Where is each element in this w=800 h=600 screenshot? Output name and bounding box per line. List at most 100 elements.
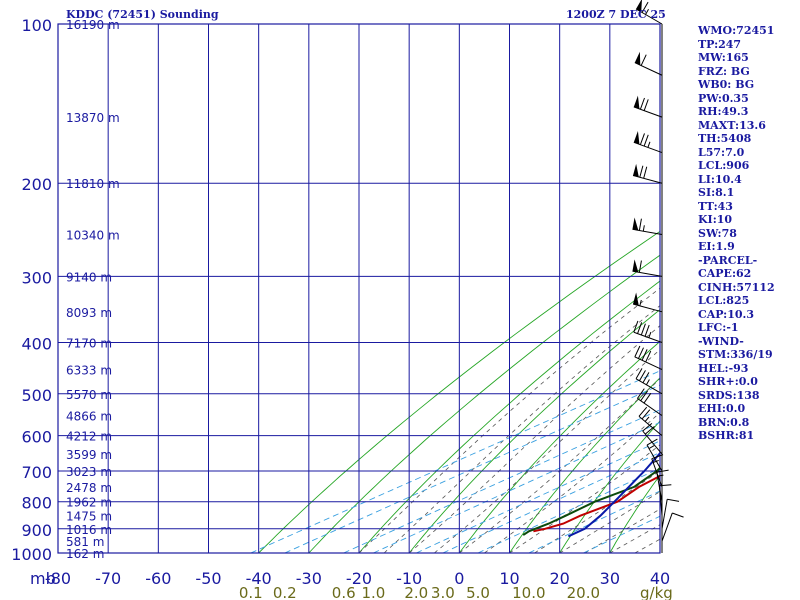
height-label: 10340 m [66, 229, 120, 243]
dewpoint-profile [522, 466, 660, 536]
index-item: LI:10.4 [698, 172, 742, 186]
wind-barb-flag [638, 406, 648, 417]
wind-barb-flag [667, 498, 680, 502]
wind-barb-flag [637, 388, 645, 399]
wind-barb-pennant [632, 217, 639, 231]
wind-barb-half-flag [648, 331, 652, 338]
height-label: 13870 m [66, 111, 120, 125]
temperature-tick-label: -80 [45, 569, 71, 588]
temperature-tick-label: -50 [195, 569, 221, 588]
index-item: LFC:-1 [698, 321, 739, 334]
wind-barb-half-flag [644, 416, 650, 422]
wind-barb-half-flag [647, 141, 651, 148]
temperature-tick-label: -20 [346, 569, 372, 588]
mixing-ratio-line [250, 370, 660, 553]
mixing-ratio-label: 2.0 [404, 584, 428, 600]
temperature-tick-label: -10 [396, 569, 422, 588]
wind-barb-flag [640, 323, 646, 336]
pressure-tick-label: 600 [21, 428, 52, 447]
temperature-tick-label: 30 [600, 569, 620, 588]
mixing-ratio-line [343, 409, 660, 553]
index-item: RH:49.3 [698, 105, 749, 118]
pressure-tick-label: 500 [21, 386, 52, 405]
wind-barb-flag [644, 324, 650, 337]
mixing-ratio-unit: g/kg [640, 584, 673, 600]
index-item: L57:7.0 [698, 145, 745, 159]
wind-barb-flag [645, 350, 652, 363]
wind-barb-half-flag [642, 225, 645, 232]
wind-barb-flag [643, 134, 649, 147]
pressure-unit-label: mb [30, 569, 56, 588]
wind-barb-pennant [634, 51, 641, 66]
wind-barb-half-flag [645, 9, 649, 15]
index-item: CAPE:62 [698, 267, 752, 280]
dry-adiabat [358, 280, 660, 553]
index-item: EI:1.9 [698, 240, 735, 253]
wind-barb-flag [672, 512, 684, 518]
mixing-ratio-line [416, 440, 660, 553]
height-label: 11810 m [66, 177, 120, 191]
wind-barb-flag [651, 454, 664, 460]
height-label: 1475 m [66, 510, 112, 524]
temperature-tick-label: 20 [549, 569, 569, 588]
index-item: -PARCEL- [698, 253, 758, 267]
wind-barb-flag [646, 438, 658, 446]
wind-barb-flag [643, 166, 648, 179]
wind-barb-flag [639, 133, 645, 145]
wind-barb-staff [661, 512, 673, 542]
temperature-profile [533, 474, 660, 533]
index-item: EHI:0.0 [698, 402, 746, 415]
wind-barb-half-flag [657, 474, 664, 477]
pressure-tick-label: 700 [21, 463, 52, 482]
index-item: TP:247 [698, 37, 742, 51]
wind-barb-flag [643, 99, 649, 111]
mixing-ratio-label: 5.0 [466, 584, 490, 600]
pressure-tick-label: 800 [21, 494, 52, 513]
wind-barb-staff [632, 270, 663, 277]
height-label: 9140 m [66, 270, 112, 284]
mixing-ratio-label: 3.0 [431, 584, 455, 600]
pressure-tick-label: 1000 [11, 545, 52, 564]
parcel-profile [567, 451, 660, 538]
wind-barb-staff [638, 415, 663, 437]
wind-barb-staff [635, 378, 663, 395]
dry-adiabat [308, 254, 660, 553]
wind-barb-flag [635, 368, 643, 380]
dry-adiabat [559, 420, 660, 553]
height-label: 1962 m [66, 496, 112, 510]
index-item: TH:5408 [698, 132, 752, 145]
wind-barb-flag [638, 218, 642, 231]
height-label: 4212 m [66, 430, 112, 444]
height-label: 162 m [66, 547, 104, 561]
height-label: 3599 m [66, 448, 112, 462]
moist-adiabat [584, 508, 660, 553]
index-item: MAXT:13.6 [698, 118, 766, 132]
index-item: STM:336/19 [698, 348, 773, 361]
wind-barb-flag [659, 484, 672, 487]
wind-barb-staff [637, 398, 663, 417]
wind-barb-flag [643, 392, 652, 404]
mixing-ratio-label: 0.1 [239, 584, 263, 600]
height-label: 6333 m [66, 364, 112, 378]
temperature-tick-label: -40 [246, 569, 272, 588]
index-item: BRN:0.8 [698, 415, 750, 429]
wind-barb-flag [638, 260, 642, 273]
mixing-ratio-label: 0.2 [273, 584, 297, 600]
plot-frame [57, 23, 661, 554]
wind-barb-pennant [632, 259, 639, 273]
wind-barb-flag [637, 322, 643, 334]
temperature-tick-label: 0 [454, 569, 464, 588]
index-item: BSHR:81 [698, 429, 755, 442]
index-item: SRDS:138 [698, 388, 760, 402]
temperature-tick-label: -60 [145, 569, 171, 588]
wind-barb-flag [641, 1, 649, 13]
wind-barb-flag [640, 54, 647, 66]
wind-barb-flag [634, 345, 641, 358]
dry-adiabat [609, 474, 660, 553]
wind-barb-pennant [633, 95, 640, 109]
height-label: 4866 m [66, 410, 112, 424]
index-item: MW:165 [698, 51, 749, 64]
wind-barb-flag [637, 347, 644, 359]
wind-barb-staff [632, 174, 663, 184]
observation-time: 1200Z 7 DEC 25 [566, 8, 666, 21]
